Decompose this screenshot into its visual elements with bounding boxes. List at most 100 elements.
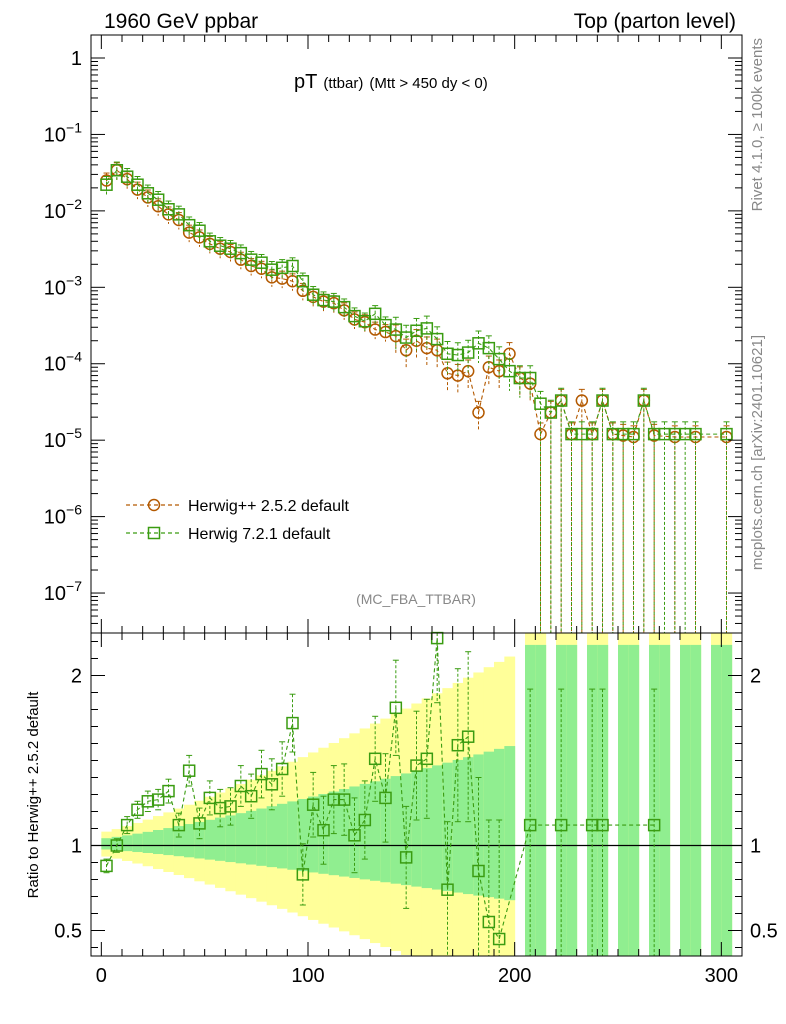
ratio-ylabel: Ratio to Herwig++ 2.5.2 default	[25, 691, 42, 899]
ratio-point	[151, 793, 165, 806]
main-panel: 10−7 10−6 10−5 10−4 10−3 10−2 10−1 1 pT (ttbar)(…	[44, 34, 743, 634]
herwig7-point	[296, 275, 310, 288]
herwig7-point	[255, 256, 268, 269]
herwigpp-point	[472, 406, 485, 419]
ratio-point	[554, 818, 568, 832]
herwig7-point	[131, 178, 144, 191]
ratio-point	[337, 793, 351, 806]
ratio-point	[265, 778, 279, 791]
main-ytick-label: 10−1	[44, 119, 82, 146]
ratio-band-inner	[390, 776, 402, 884]
herwig7-point	[492, 352, 506, 366]
herwigpp-point	[575, 394, 589, 407]
ratio-point	[193, 817, 206, 830]
ratio-band-inner	[452, 759, 464, 893]
herwig7-point	[544, 406, 558, 419]
ratio-band-inner	[463, 757, 474, 895]
ratio-point	[451, 738, 465, 752]
ratio-band-inner	[721, 644, 733, 956]
herwig7-point	[172, 208, 186, 221]
legend-label-herwig7: Herwig 7.2.1 default	[188, 526, 331, 543]
ratio-point	[368, 752, 382, 766]
ratio-point	[523, 818, 537, 832]
main-ytick-label: 10−6	[44, 502, 82, 529]
ratio-point	[379, 791, 392, 805]
ratio-point	[399, 851, 413, 864]
herwig7-point	[534, 397, 547, 410]
ratio-point	[120, 818, 134, 832]
ratio-point	[492, 932, 506, 946]
herwig7-point	[627, 427, 640, 441]
ratio-band-inner	[111, 836, 123, 851]
herwig7-point	[110, 164, 124, 177]
ratio-band-inner	[225, 815, 237, 863]
ratio-ytick-label-right: 2	[750, 666, 761, 688]
ratio-band-inner	[153, 830, 164, 855]
ratio-point	[410, 759, 423, 772]
legend: Herwig++ 2.5.2 default Herwig 7.2.1 defa…	[126, 498, 350, 543]
ratio-band-inner	[132, 833, 144, 853]
ratio-band-inner	[535, 644, 547, 956]
ratio-band-inner	[173, 826, 185, 857]
ratio-point	[275, 762, 289, 776]
herwig7-point	[358, 314, 372, 328]
ratio-band-inner	[277, 803, 288, 869]
herwig7-point	[720, 427, 733, 441]
ratio-band-inner	[483, 751, 495, 898]
ratio-band-inner	[287, 801, 299, 870]
ratio-point	[131, 803, 144, 817]
ratio-band-inner	[101, 838, 113, 850]
herwig7-point	[337, 300, 351, 314]
ratio-point	[286, 716, 299, 730]
herwig7-point	[637, 394, 651, 407]
ratio-xtick-label: 100	[291, 965, 324, 987]
legend-label-herwigpp: Herwig++ 2.5.2 default	[188, 498, 350, 515]
ratio-band-inner	[163, 828, 175, 856]
ratio-band-inner	[432, 765, 443, 890]
legend-entry-herwigpp: Herwig++ 2.5.2 default	[126, 498, 350, 515]
herwig7-point	[120, 170, 134, 183]
ratio-band-inner	[504, 746, 516, 901]
herwig7-point	[234, 246, 248, 260]
herwig7-point	[100, 178, 113, 191]
ratio-band-inner	[142, 831, 154, 853]
ratio-band-inner	[659, 644, 671, 956]
analysis-tag: (MC_FBA_TTBAR)	[356, 591, 476, 607]
main-ytick-label: 10−4	[44, 349, 82, 376]
herwig7-point	[585, 427, 599, 441]
ratio-band-inner	[339, 789, 350, 877]
ratio-series-line	[106, 638, 655, 941]
ratio-point	[306, 798, 320, 811]
ratio-point	[389, 701, 403, 715]
ratio-point	[482, 915, 496, 929]
herwig7-point	[141, 187, 155, 200]
herwig7-point	[368, 307, 382, 321]
ratio-band-inner	[494, 748, 505, 899]
legend-entry-herwig7: Herwig 7.2.1 default	[126, 526, 331, 543]
herwig7-point	[286, 259, 299, 273]
herwig7-point	[523, 371, 537, 385]
legend-marker-circle	[147, 498, 161, 512]
ratio-point	[100, 859, 113, 873]
herwig7-point	[420, 322, 434, 335]
ratio-band-inner	[122, 835, 133, 852]
ratio-xtick-label: 200	[498, 965, 531, 987]
ratio-band-inner	[194, 821, 206, 859]
main-ytick-label: 10−3	[44, 272, 82, 299]
ratio-ytick-label-right: 0.5	[750, 921, 778, 943]
main-ytick-label: 10−7	[44, 578, 82, 605]
ratio-point	[162, 784, 175, 798]
ratio-band-inner	[215, 817, 226, 861]
ratio-band-inner	[618, 644, 629, 956]
herwig7-point	[193, 224, 206, 237]
ratio-point	[358, 813, 372, 827]
legend-marker-square	[147, 526, 161, 540]
ratio-point	[182, 764, 196, 777]
ratio-band-inner	[184, 824, 195, 858]
ratio-band-inner	[421, 768, 433, 889]
herwig7-point	[503, 364, 516, 378]
ratio-ytick-label: 2	[71, 666, 82, 688]
ratio-band-inner	[204, 819, 216, 860]
herwig7-point	[389, 323, 403, 336]
